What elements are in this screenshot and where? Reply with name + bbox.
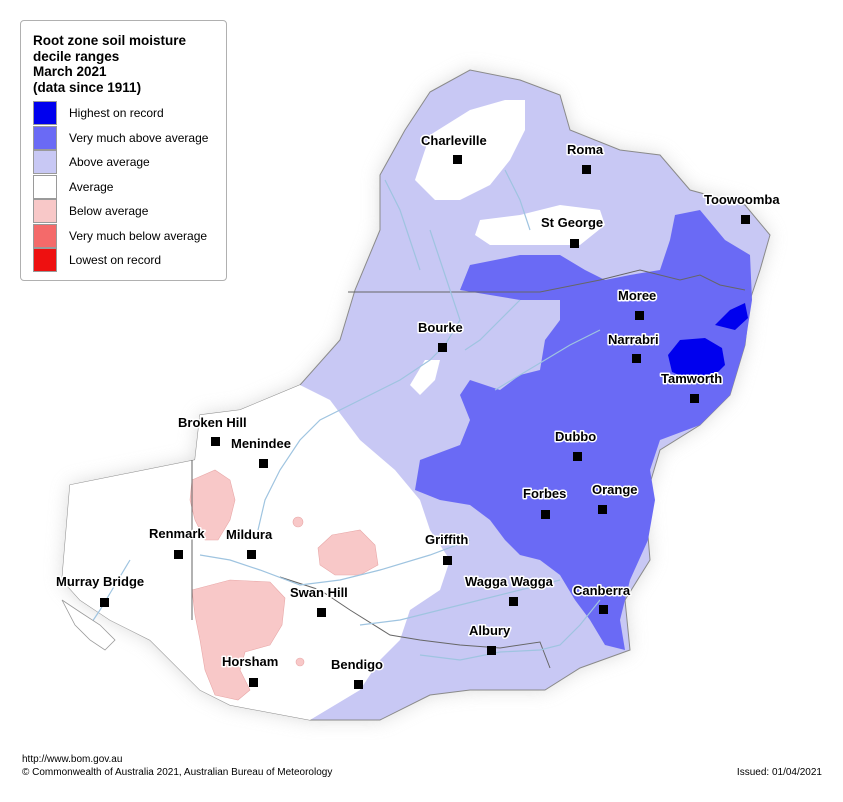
below-average-zones: [189, 469, 379, 701]
town-label-bendigo: Bendigo: [331, 657, 383, 672]
footer-issued-date: Issued: 01/04/2021: [736, 767, 822, 778]
legend-title-line: (data since 1911): [33, 79, 142, 95]
town-label-bourke: Bourke: [418, 320, 463, 335]
coastline: [61, 599, 116, 651]
town-label-murray-bridge: Murray Bridge: [56, 574, 144, 589]
legend-title-line: decile ranges: [33, 48, 120, 64]
legend-item-label: Very much above average: [69, 130, 209, 145]
legend-swatch: [33, 150, 57, 174]
highest-on-record-zones: [668, 303, 748, 380]
town-label-canberra: Canberra: [573, 583, 631, 598]
town-label-horsham: Horsham: [222, 654, 278, 669]
town-label-menindee: Menindee: [231, 436, 291, 451]
town-label-mildura: Mildura: [226, 527, 273, 542]
state-borders: [191, 269, 746, 669]
legend-title: Root zone soil moisture decile ranges Ma…: [33, 33, 186, 95]
legend-swatch: [33, 199, 57, 223]
legend-item-label: Highest on record: [69, 106, 164, 120]
legend-item-label: Below average: [69, 204, 149, 218]
legend-swatch: [33, 174, 57, 199]
very-much-above-average-zones: [415, 210, 752, 650]
town-label-forbes: Forbes: [523, 486, 566, 501]
town-label-tamworth: Tamworth: [661, 371, 722, 386]
legend-swatch: [33, 223, 57, 248]
footer-url[interactable]: http://www.bom.gov.au: [22, 754, 123, 765]
rivers: [89, 169, 601, 661]
town-label-renmark: Renmark: [149, 526, 205, 541]
legend-item-label: Lowest on record: [69, 253, 162, 267]
town-label-narrabri: Narrabri: [608, 332, 659, 347]
town-label-albury: Albury: [469, 623, 511, 638]
town-label-wagga-wagga: Wagga Wagga: [465, 574, 554, 589]
town-label-moree: Moree: [618, 288, 656, 303]
legend-title-line: Root zone soil moisture: [33, 33, 187, 48]
town-label-dubbo: Dubbo: [555, 429, 596, 444]
town-label-swan-hill: Swan Hill: [290, 585, 348, 600]
town-markers: [100, 155, 750, 689]
footer-copyright: © Commonwealth of Australia 2021, Austra…: [22, 767, 333, 778]
legend-swatch: [33, 101, 57, 125]
legend-item-label: Average: [69, 179, 114, 194]
town-label-roma: Roma: [567, 142, 604, 157]
town-label-orange: Orange: [592, 482, 638, 497]
legend-swatch: [33, 248, 57, 272]
legend-swatch: [33, 125, 57, 150]
town-label-toowoomba: Toowoomba: [704, 192, 780, 207]
legend-title-line: March 2021: [33, 64, 107, 79]
legend-item-label: Very much below average: [69, 228, 208, 243]
legend-item-label: Above average: [69, 155, 150, 169]
town-labels: Charleville Roma Toowoomba St George Mor…: [55, 132, 782, 674]
town-label-st-george: St George: [541, 215, 603, 230]
town-label-broken-hill: Broken Hill: [178, 415, 247, 430]
town-label-griffith: Griffith: [425, 532, 468, 547]
map-legend: Root zone soil moisture decile ranges Ma…: [20, 20, 227, 281]
town-label-charleville: Charleville: [421, 133, 487, 148]
